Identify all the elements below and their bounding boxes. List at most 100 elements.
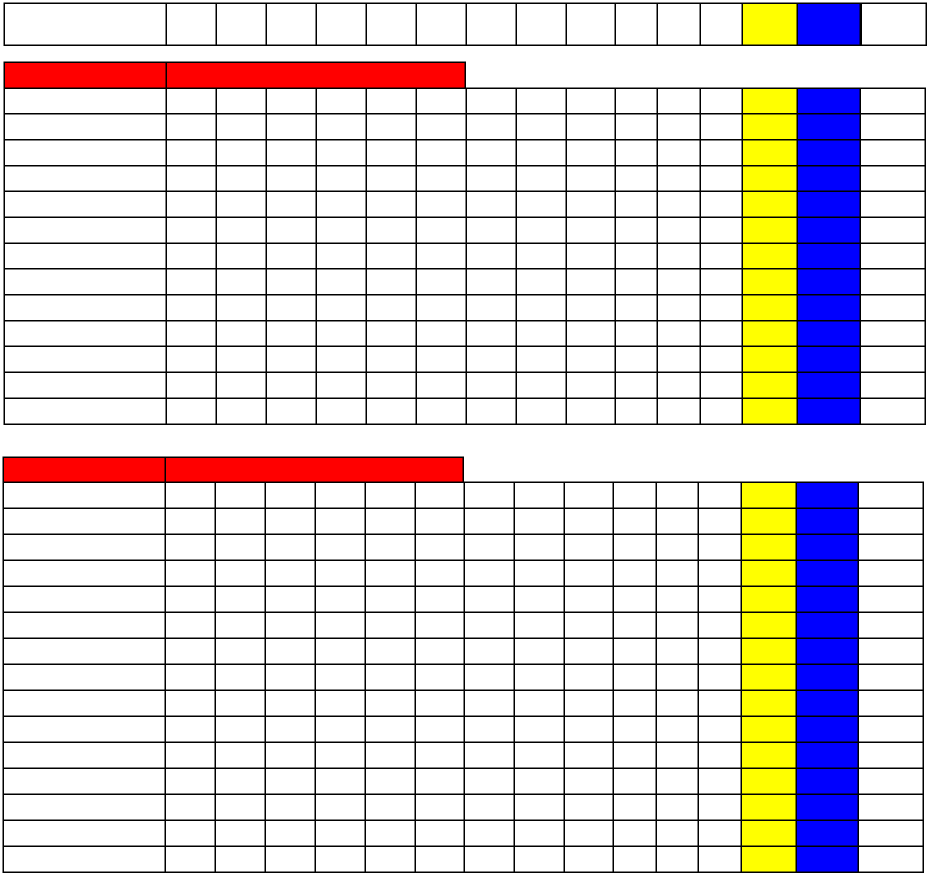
grid-cell <box>415 138 467 167</box>
grid-cell <box>565 268 616 296</box>
grid-cell <box>415 268 467 296</box>
grid-cell <box>740 481 797 509</box>
grid-cell <box>165 371 217 399</box>
grid-cell <box>795 481 859 509</box>
grid-cell <box>215 113 267 141</box>
grid-cell <box>463 481 515 509</box>
grid-cell <box>699 397 743 425</box>
grid-cell <box>859 319 926 348</box>
grid-cell <box>315 371 367 399</box>
grid-cell <box>214 637 266 665</box>
grid-cell <box>614 216 658 244</box>
grid-cell <box>614 371 658 399</box>
grid-cell <box>414 559 465 587</box>
grid-cell <box>215 345 267 374</box>
grid-cell <box>414 611 465 639</box>
grid-cell <box>513 793 565 821</box>
grid-cell <box>699 371 743 399</box>
grid-cell <box>859 294 926 322</box>
grid-cell <box>513 663 565 691</box>
grid-cell <box>415 164 467 193</box>
grid-cell <box>515 216 567 244</box>
grid-cell <box>264 741 316 769</box>
grid-cell <box>265 319 317 348</box>
header-cell <box>565 2 616 46</box>
grid-cell <box>3 138 167 167</box>
grid-cell <box>215 216 267 244</box>
header-cell <box>465 2 517 46</box>
grid-cell <box>465 268 517 296</box>
grid-cell <box>740 715 797 743</box>
grid-cell <box>740 819 797 847</box>
grid-cell <box>214 767 266 795</box>
grid-cell <box>741 113 798 141</box>
grid-cell <box>214 715 266 743</box>
section-header-span <box>164 456 464 483</box>
grid-cell <box>314 663 366 691</box>
grid-cell <box>859 345 926 374</box>
grid-cell <box>415 371 467 399</box>
grid-cell <box>315 268 367 296</box>
grid-cell <box>264 715 316 743</box>
grid-cell <box>697 715 742 743</box>
grid-cell <box>857 559 924 587</box>
grid-cell <box>513 845 565 873</box>
grid-cell <box>796 87 861 115</box>
grid-cell <box>415 190 467 218</box>
grid-cell <box>164 637 216 665</box>
grid-cell <box>612 845 657 873</box>
grid-cell <box>699 138 743 167</box>
grid-cell <box>699 87 743 115</box>
grid-cell <box>513 481 565 509</box>
grid-cell <box>796 268 861 296</box>
grid-cell <box>655 611 699 639</box>
grid-cell <box>857 507 924 535</box>
grid-cell <box>3 87 167 115</box>
grid-cell <box>414 533 465 561</box>
grid-cell <box>465 397 517 425</box>
grid-cell <box>740 585 797 613</box>
header-cell <box>515 2 567 46</box>
grid-cell <box>3 397 167 425</box>
grid-cell <box>614 345 658 374</box>
grid-cell <box>741 294 798 322</box>
grid-cell <box>414 767 465 795</box>
grid-cell <box>214 507 266 535</box>
grid-cell <box>315 242 367 270</box>
grid-cell <box>513 585 565 613</box>
grid-cell <box>796 190 861 218</box>
grid-cell <box>463 507 515 535</box>
grid-cell <box>656 371 701 399</box>
grid-cell <box>463 559 515 587</box>
grid-cell <box>463 533 515 561</box>
grid-cell <box>614 164 658 193</box>
grid-cell <box>859 138 926 167</box>
header-cell <box>215 2 267 46</box>
grid-cell <box>740 793 797 821</box>
grid-cell <box>214 559 266 587</box>
grid-cell <box>164 663 216 691</box>
grid-cell <box>2 637 166 665</box>
grid-cell <box>612 663 657 691</box>
grid-cell <box>859 87 926 115</box>
grid-cell <box>614 138 658 167</box>
grid-cell <box>165 216 217 244</box>
grid-cell <box>614 268 658 296</box>
grid-cell <box>612 741 657 769</box>
section-header-span <box>165 61 466 89</box>
grid-cell <box>655 663 699 691</box>
grid-cell <box>465 190 517 218</box>
grid-cell <box>740 559 797 587</box>
grid-cell <box>3 164 167 193</box>
grid-cell <box>164 819 216 847</box>
grid-cell <box>214 845 266 873</box>
grid-cell <box>164 715 216 743</box>
grid-cell <box>265 87 317 115</box>
grid-cell <box>565 242 616 270</box>
grid-cell <box>612 819 657 847</box>
grid-cell <box>265 164 317 193</box>
grid-cell <box>265 242 317 270</box>
grid-cell <box>656 345 701 374</box>
grid-cell <box>513 611 565 639</box>
grid-cell <box>415 242 467 270</box>
